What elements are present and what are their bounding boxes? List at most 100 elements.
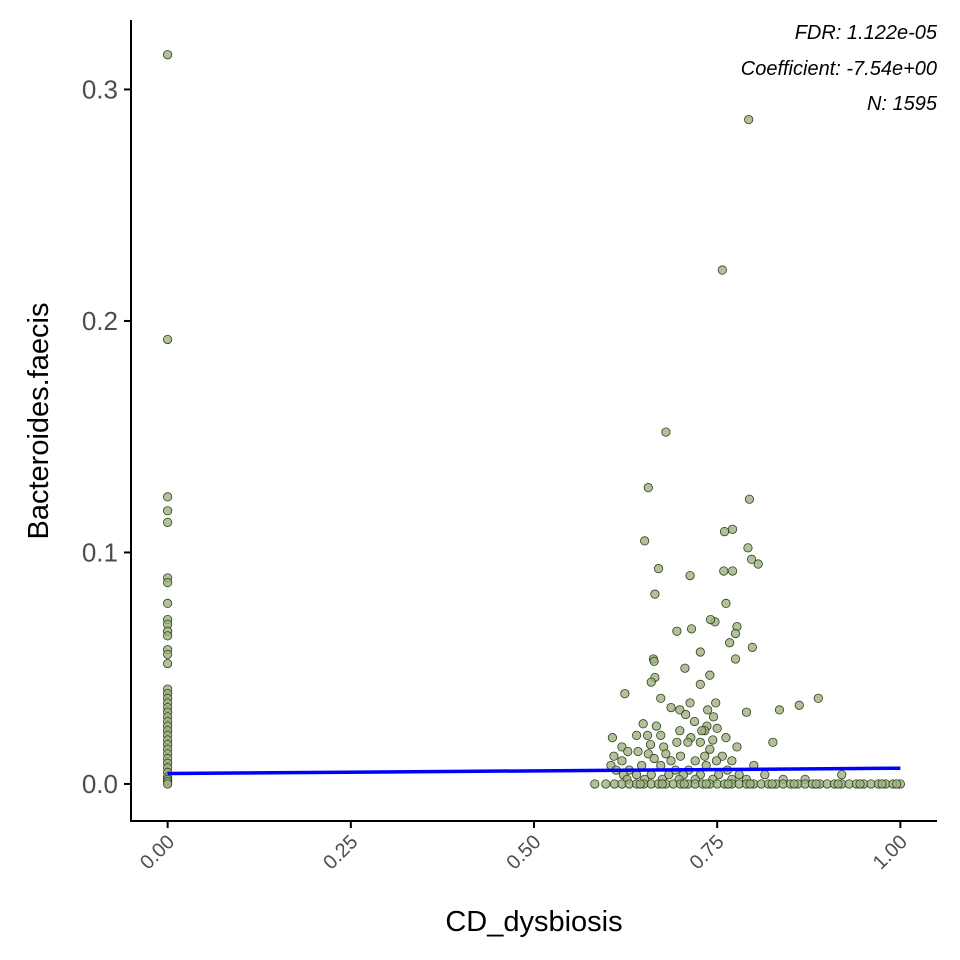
data-point <box>727 566 738 576</box>
data-point <box>732 742 742 752</box>
data-point <box>666 702 676 713</box>
data-point <box>855 779 865 789</box>
y-axis-title: Bacteroides.faecis <box>23 303 55 540</box>
data-point <box>734 770 744 780</box>
data-point <box>789 779 799 789</box>
data-point <box>708 712 719 722</box>
data-point <box>163 598 173 608</box>
data-point <box>661 749 671 759</box>
data-point <box>163 517 173 527</box>
data-point <box>730 654 741 664</box>
data-point <box>666 756 676 766</box>
data-point <box>711 698 721 708</box>
data-point <box>700 751 710 761</box>
data-point <box>638 719 648 729</box>
x-tick-label: 0.50 <box>502 831 545 874</box>
x-ticks: 0.00 0.25 0.50 0.75 1.00 <box>136 821 912 874</box>
data-point <box>686 624 697 634</box>
y-ticks: 0.0 0.1 0.2 0.3 <box>82 74 131 799</box>
data-point <box>833 779 843 789</box>
data-point <box>744 494 755 504</box>
data-point <box>617 756 627 766</box>
data-point <box>877 779 887 789</box>
data-point <box>656 730 666 740</box>
data-point <box>711 756 722 766</box>
data-point <box>723 779 733 789</box>
data-point <box>768 737 778 747</box>
data-point <box>680 663 690 673</box>
x-tick-label: 0.75 <box>686 831 729 874</box>
data-point <box>645 739 656 750</box>
data-point <box>813 693 823 703</box>
data-point <box>651 721 661 731</box>
data-point <box>760 770 770 780</box>
data-point <box>744 114 754 125</box>
data-point <box>727 756 737 766</box>
x-tick-label: 1.00 <box>869 831 912 874</box>
y-tick-label: 0.2 <box>82 306 118 336</box>
data-point <box>653 564 664 574</box>
data-point <box>681 709 691 720</box>
data-point <box>741 707 752 717</box>
data-point <box>708 735 718 745</box>
data-point <box>679 779 689 789</box>
data-point <box>649 753 659 764</box>
data-point <box>721 598 731 608</box>
data-point <box>649 656 659 666</box>
data-point <box>683 737 693 747</box>
data-point <box>646 677 656 687</box>
data-point <box>719 566 729 576</box>
data-point <box>705 744 715 754</box>
regression-line <box>167 766 901 776</box>
data-point <box>774 705 785 715</box>
data-point <box>719 527 730 537</box>
data-point <box>640 536 650 546</box>
data-point <box>163 506 173 516</box>
data-point <box>892 779 902 789</box>
data-point <box>747 554 757 565</box>
data-point <box>725 638 735 648</box>
data-point <box>690 756 700 766</box>
data-point <box>753 559 763 569</box>
data-point <box>743 543 753 553</box>
annotation-coefficient: Coefficient: -7.54e+00 <box>741 58 937 80</box>
y-tick-label: 0.0 <box>82 769 118 799</box>
data-point <box>631 730 642 740</box>
y-tick-label: 0.1 <box>82 537 118 567</box>
data-point <box>642 730 653 740</box>
data-point <box>745 779 755 789</box>
data-point <box>672 737 682 747</box>
data-point <box>721 733 731 743</box>
annotation-fdr: FDR: 1.122e-05 <box>795 22 938 44</box>
data-point <box>675 751 686 761</box>
fit-layer <box>167 766 901 776</box>
data-point <box>837 770 847 780</box>
data-point <box>163 577 173 588</box>
points-layer <box>163 50 905 789</box>
data-point <box>689 716 700 727</box>
data-point <box>163 649 173 659</box>
data-point <box>601 779 611 789</box>
data-point <box>705 670 715 680</box>
y-tick-label: 0.3 <box>82 74 118 104</box>
data-point <box>635 779 645 789</box>
x-tick-label: 0.00 <box>136 831 179 874</box>
data-point <box>672 626 682 636</box>
data-point <box>727 524 738 534</box>
data-point <box>163 492 173 502</box>
data-point <box>695 647 705 657</box>
x-tick-label: 0.25 <box>319 831 362 874</box>
data-point <box>163 631 173 641</box>
data-point <box>712 723 722 734</box>
data-point <box>701 779 711 789</box>
data-point <box>623 746 633 757</box>
data-point <box>590 779 600 789</box>
data-point <box>607 733 618 743</box>
data-point <box>620 689 630 699</box>
data-point <box>643 483 653 493</box>
data-point <box>661 427 671 437</box>
data-point <box>747 642 757 652</box>
data-point <box>163 50 173 60</box>
data-point <box>705 614 716 625</box>
